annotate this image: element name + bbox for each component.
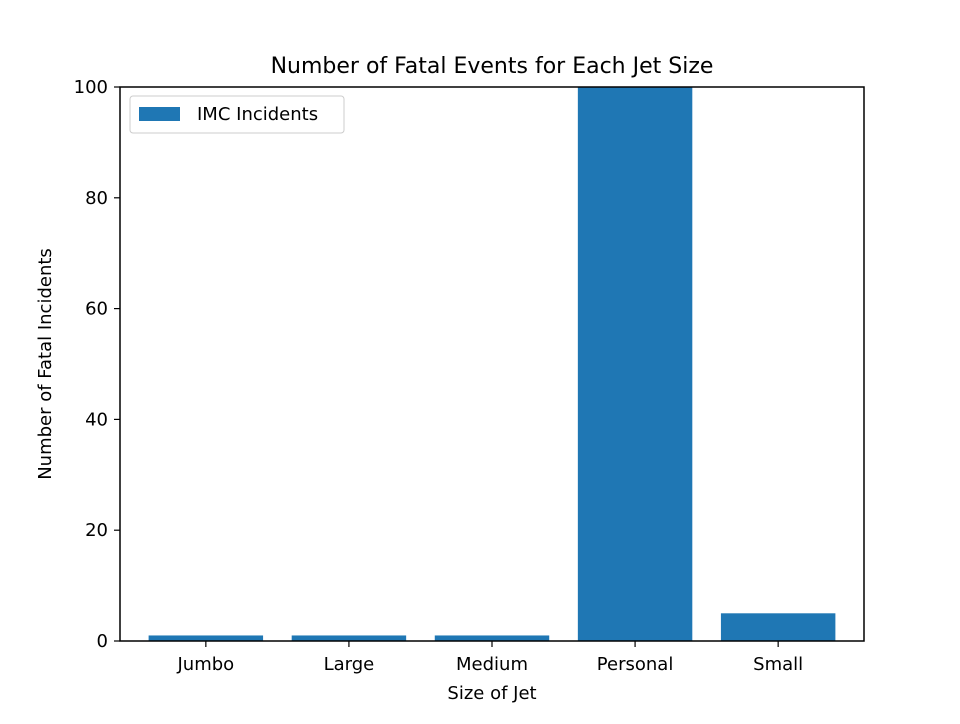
x-tick-label: Large	[324, 654, 375, 675]
y-tick-label: 100	[74, 77, 108, 98]
x-tick-label: Small	[753, 654, 803, 675]
bars-layer	[148, 87, 836, 641]
x-tick-label: Personal	[597, 654, 674, 675]
y-axis-label: Number of Fatal Incidents	[35, 248, 56, 480]
bar-small	[720, 613, 836, 641]
legend: IMC Incidents	[129, 95, 345, 134]
x-tick-label: Medium	[456, 654, 528, 675]
x-axis-label: Size of Jet	[447, 683, 536, 704]
bar-personal	[577, 87, 693, 641]
y-tick-label: 60	[85, 299, 108, 320]
y-tick-label: 40	[85, 409, 108, 430]
x-tick-label: Jumbo	[176, 654, 234, 675]
bar-jumbo	[148, 635, 264, 641]
legend-box	[129, 95, 345, 134]
chart-title: Number of Fatal Events for Each Jet Size	[271, 54, 714, 79]
legend-swatch	[139, 107, 180, 121]
y-tick-label: 0	[97, 631, 108, 652]
legend-label: IMC Incidents	[197, 104, 318, 125]
plot-frame	[119, 86, 865, 642]
y-axis: 0 20 40 60 80 100	[74, 77, 120, 652]
x-axis: Jumbo Large Medium Personal Small	[176, 641, 803, 675]
bar-large	[291, 635, 407, 641]
bar-medium	[434, 635, 550, 641]
y-tick-label: 20	[85, 520, 108, 541]
y-tick-label: 80	[85, 188, 108, 209]
